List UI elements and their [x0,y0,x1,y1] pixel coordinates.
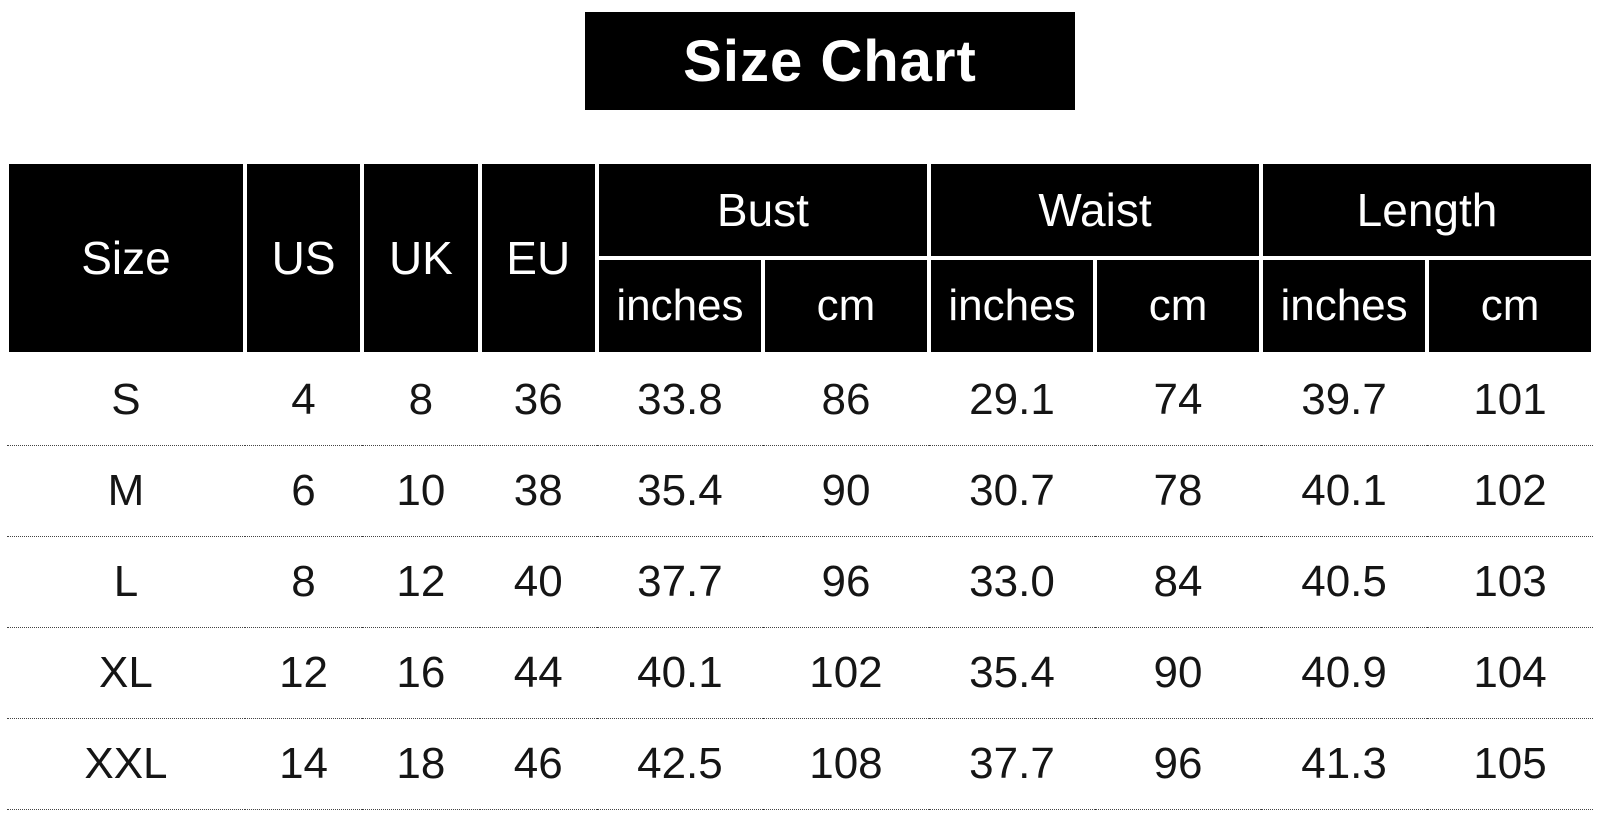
row-size-label: L [7,536,245,628]
value-cell: 108 [762,718,929,810]
size-chart-title-banner: Size Chart [585,12,1075,110]
table-row-xl: XL 12 16 44 40.1 102 35.4 90 40.9 104 [7,627,1593,719]
value-cell: 104 [1427,627,1593,719]
value-cell: 102 [1427,445,1593,537]
header-group-row: Size US UK EU Bust Waist Length [5,160,1595,356]
table-row-m: M 6 10 38 35.4 90 30.7 78 40.1 102 [7,445,1593,537]
value-cell: 16 [362,627,480,719]
value-cell: 103 [1427,536,1593,628]
value-cell: 96 [762,536,929,628]
value-cell: 33.8 [596,354,763,446]
value-cell: 6 [244,445,363,537]
value-cell: 38 [479,445,597,537]
table-header: Size US UK EU Bust Waist Length inches cm inches c… [5,160,1595,356]
row-size-label: XL [7,627,245,719]
value-cell: 84 [1095,536,1262,628]
value-cell: 78 [1095,445,1262,537]
value-cell: 12 [244,627,363,719]
table-body: S 4 8 36 33.8 86 29.1 74 39.7 101 M 6 10 38 35.4 90 30.7… [7,354,1593,810]
row-size-label: M [7,445,245,537]
value-cell: 90 [1095,627,1262,719]
group-header-bust: Bust [594,160,931,260]
group-header-uk: UK [360,160,482,356]
value-cell: 33.0 [928,536,1095,628]
value-cell: 36 [479,354,597,446]
value-cell: 40.1 [596,627,763,719]
table-row-s: S 4 8 36 33.8 86 29.1 74 39.7 101 [7,354,1593,446]
value-cell: 40.1 [1261,445,1428,537]
value-cell: 8 [362,354,480,446]
value-cell: 12 [362,536,480,628]
value-cell: 101 [1427,354,1593,446]
value-cell: 40 [479,536,597,628]
group-header-length: Length [1259,160,1595,260]
value-cell: 40.5 [1261,536,1428,628]
value-cell: 37.7 [596,536,763,628]
row-size-label: XXL [7,718,245,810]
value-cell: 46 [479,718,597,810]
sub-header-cm-5: cm [1425,256,1595,356]
value-cell: 105 [1427,718,1593,810]
row-size-label: S [7,354,245,446]
value-cell: 35.4 [596,445,763,537]
value-cell: 90 [762,445,929,537]
value-cell: 40.9 [1261,627,1428,719]
value-cell: 4 [244,354,363,446]
group-header-eu: EU [477,160,599,356]
value-cell: 42.5 [596,718,763,810]
page-title: Size Chart [683,28,977,94]
header-sub-row: inches cm inches cm inches cm [7,256,1595,356]
value-cell: 86 [762,354,929,446]
value-cell: 96 [1095,718,1262,810]
sub-header-cm-3: cm [1092,256,1264,356]
group-header-waist: Waist [926,160,1264,260]
sub-header-cm-1: cm [760,256,931,356]
table-row-l: L 8 12 40 37.7 96 33.0 84 40.5 103 [7,536,1593,628]
value-cell: 8 [244,536,363,628]
size-chart-table: Size US UK EU Bust Waist Length inches cm inches c… [5,160,1595,810]
value-cell: 30.7 [928,445,1095,537]
value-cell: 18 [362,718,480,810]
value-cell: 37.7 [928,718,1095,810]
value-cell: 41.3 [1261,718,1428,810]
value-cell: 102 [762,627,929,719]
group-header-us: US [242,160,365,356]
sub-header-inches-0: inches [594,256,765,356]
value-cell: 35.4 [928,627,1095,719]
sub-header-inches-4: inches [1259,256,1430,356]
value-cell: 44 [479,627,597,719]
value-cell: 39.7 [1261,354,1428,446]
value-cell: 29.1 [928,354,1095,446]
group-header-size: Size [5,160,247,356]
table-row-xxl: XXL 14 18 46 42.5 108 37.7 96 41.3 105 [7,718,1593,810]
value-cell: 14 [244,718,363,810]
value-cell: 74 [1095,354,1262,446]
sub-header-inches-2: inches [926,256,1098,356]
value-cell: 10 [362,445,480,537]
